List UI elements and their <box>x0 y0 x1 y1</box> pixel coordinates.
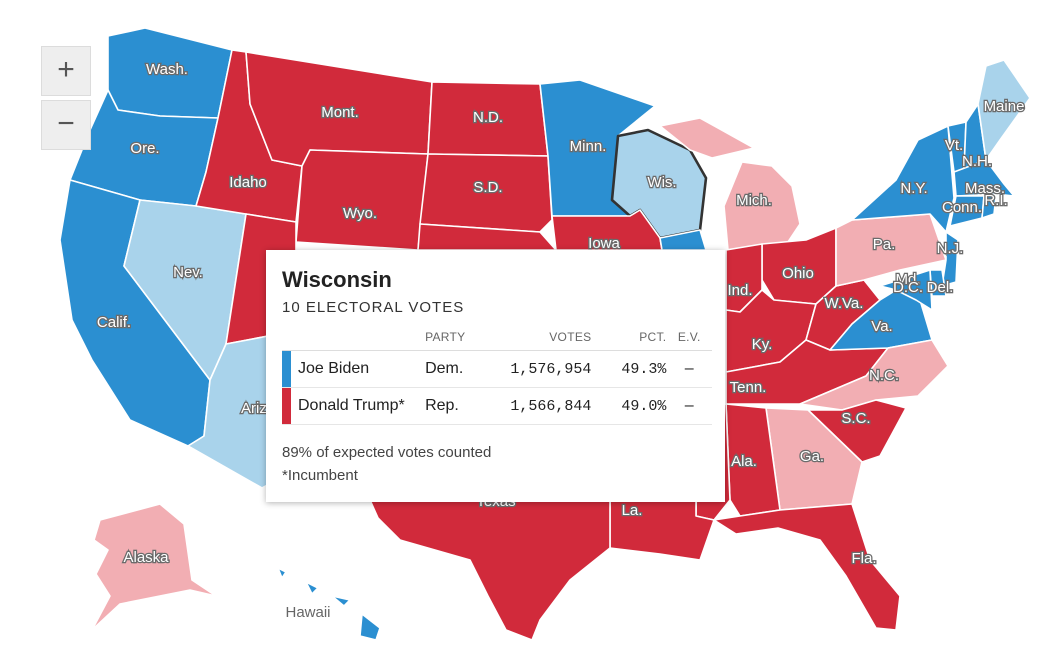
map-label-nd: N.D. <box>473 109 503 126</box>
votes-cell: 1,566,844 <box>492 387 598 425</box>
map-label-conn: Conn. <box>942 199 982 216</box>
tooltip-state-name: Wisconsin <box>282 267 392 292</box>
candidate-name: Donald Trump* <box>298 397 405 414</box>
map-label-tenn: Tenn. <box>730 379 767 396</box>
state-michigan-lower[interactable] <box>723 161 801 251</box>
map-label-idaho: Idaho <box>229 174 267 191</box>
map-label-pa: Pa. <box>873 236 896 253</box>
map-label-nev: Nev. <box>173 264 203 281</box>
table-row: Joe Biden Dem. 1,576,954 49.3% – <box>282 350 712 388</box>
map-label-ga: Ga. <box>800 448 824 465</box>
ev-cell: – <box>672 350 712 388</box>
state-maryland[interactable] <box>879 269 933 311</box>
map-label-minn: Minn. <box>570 138 607 155</box>
state-florida[interactable] <box>713 503 901 631</box>
map-label-dc: D.C. <box>893 279 923 296</box>
map-label-wyo: Wyo. <box>343 205 377 222</box>
map-label-la: La. <box>622 502 643 519</box>
map-label-mont: Mont. <box>321 104 359 121</box>
map-label-mass: Mass. <box>965 180 1005 197</box>
pct-cell: 49.3% <box>597 350 673 388</box>
dem-color-swatch <box>282 351 291 387</box>
map-label-ala: Ala. <box>731 453 757 470</box>
results-header-row: PARTY VOTES PCT. E.V. <box>282 330 712 351</box>
results-table: PARTY VOTES PCT. E.V. Joe Biden Dem. 1,5… <box>282 330 712 425</box>
map-label-sc: S.C. <box>841 410 870 427</box>
map-label-wash: Wash. <box>146 61 188 78</box>
header-pct: PCT. <box>597 330 673 351</box>
votes-cell: 1,576,954 <box>492 350 598 388</box>
state-new-jersey[interactable] <box>941 231 959 287</box>
map-label-fla: Fla. <box>851 550 876 567</box>
candidate-name: Joe Biden <box>298 360 370 377</box>
zoom-in-button[interactable]: + <box>41 46 91 96</box>
state-michigan[interactable] <box>659 117 755 159</box>
header-votes: VOTES <box>492 330 598 351</box>
map-label-del: Del. <box>927 279 954 296</box>
state-texas[interactable] <box>369 499 611 641</box>
ev-cell: – <box>672 387 712 425</box>
state-north-carolina[interactable] <box>799 339 949 411</box>
state-hawaii[interactable] <box>277 567 381 641</box>
map-label-ore: Ore. <box>130 140 159 157</box>
map-label-calif: Calif. <box>97 314 131 331</box>
incumbent-footnote: *Incumbent <box>282 467 358 484</box>
map-label-ariz: Ariz. <box>241 400 271 417</box>
state-wyoming[interactable] <box>295 149 429 251</box>
header-ev: E.V. <box>672 330 712 351</box>
header-party: PARTY <box>425 330 493 351</box>
map-label-iowa: Iowa <box>588 235 620 252</box>
table-row: Donald Trump* Rep. 1,566,844 49.0% – <box>282 387 712 425</box>
map-label-vt: Vt. <box>945 137 963 154</box>
map-label-ny: N.Y. <box>900 180 927 197</box>
map-label-maine: Maine <box>984 98 1025 115</box>
party-cell: Rep. <box>425 387 493 425</box>
candidate-cell: Donald Trump* <box>282 387 426 425</box>
state-south-dakota[interactable] <box>419 153 553 233</box>
map-label-sd: S.D. <box>473 179 502 196</box>
map-label-ohio: Ohio <box>782 265 814 282</box>
map-label-md: Md. <box>895 271 920 288</box>
map-label-va: Va. <box>871 318 892 335</box>
map-label-nc: N.C. <box>869 367 899 384</box>
map-label-ri: R.I. <box>984 192 1007 209</box>
tooltip-electoral-votes: 10 ELECTORAL VOTES <box>282 299 465 316</box>
map-label-hawaii: Hawaii <box>285 604 330 621</box>
map-label-nh: N.H. <box>962 153 992 170</box>
zoom-out-button[interactable]: − <box>41 100 91 150</box>
map-label-wva: W.Va. <box>825 295 864 312</box>
map-label-wis: Wis. <box>647 174 676 191</box>
header-candidate <box>282 330 426 351</box>
state-new-york[interactable] <box>851 125 955 233</box>
party-cell: Dem. <box>425 350 493 388</box>
expected-votes-note: 89% of expected votes counted <box>282 444 492 461</box>
state-louisiana[interactable] <box>609 499 715 561</box>
map-label-ind: Ind. <box>727 282 752 299</box>
tooltip-notes: 89% of expected votes counted *Incumbent <box>282 441 710 487</box>
map-label-nj: N.J. <box>937 240 964 257</box>
map-label-alaska: Alaska <box>123 549 169 566</box>
map-label-mich: Mich. <box>736 192 772 209</box>
state-rhode-island[interactable] <box>981 195 997 219</box>
state-results-tooltip: Wisconsin 10 ELECTORAL VOTES PARTY VOTES… <box>266 250 725 502</box>
pct-cell: 49.0% <box>597 387 673 425</box>
map-label-ky: Ky. <box>752 336 773 353</box>
candidate-cell: Joe Biden <box>282 350 426 388</box>
state-alaska[interactable] <box>91 503 217 631</box>
rep-color-swatch <box>282 388 291 424</box>
